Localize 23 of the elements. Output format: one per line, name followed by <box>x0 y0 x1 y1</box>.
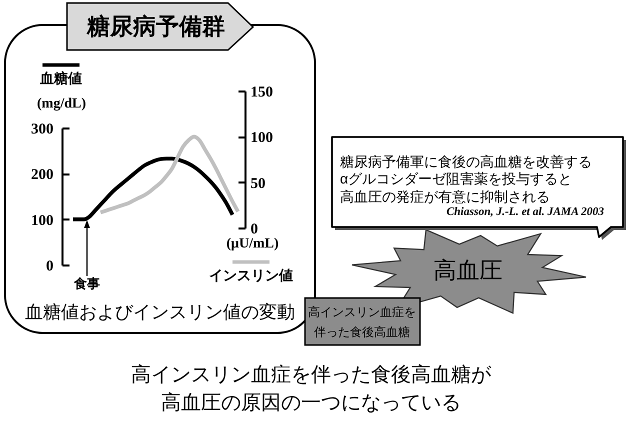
text: 高インスリン血症を伴った食後高血糖 <box>307 304 417 341</box>
y2-tick-label: 150 <box>250 84 273 100</box>
text: αグルコシダーゼ阻害薬を投与すると <box>340 170 572 188</box>
legend-label: 血糖値 <box>39 70 82 86</box>
y-tick-label: 0 <box>46 258 54 274</box>
y2-tick-label: 50 <box>250 176 266 192</box>
y-tick-label: 100 <box>31 212 54 229</box>
text: 高血圧の発症が有意に抑制される <box>340 188 550 206</box>
text: 血糖値およびインスリン値の変動 <box>25 302 295 324</box>
y2-tick-label: 100 <box>250 130 273 146</box>
text: 食事 <box>74 276 100 292</box>
y2-axis-title: (μU/mL) <box>226 236 279 252</box>
line-series <box>98 134 240 214</box>
y2-tick-label: 0 <box>250 222 258 238</box>
chart-title: 糖尿病予備群 <box>87 13 225 41</box>
text: Chiasson, J.-L. et al. JAMA 2003 <box>446 206 604 220</box>
text: 糖尿病予備軍に食後の高血糖を改善する <box>340 154 592 170</box>
y-tick-label: 200 <box>31 167 54 184</box>
text: 高血圧 <box>434 257 502 285</box>
y-tick-label: 300 <box>31 122 54 138</box>
y-axis-title: (mg/dL) <box>37 96 86 112</box>
text: 高インスリン血症を伴った食後高血糖が高血圧の原因の一つになっている <box>130 363 492 416</box>
legend-label: インスリン値 <box>209 267 293 283</box>
